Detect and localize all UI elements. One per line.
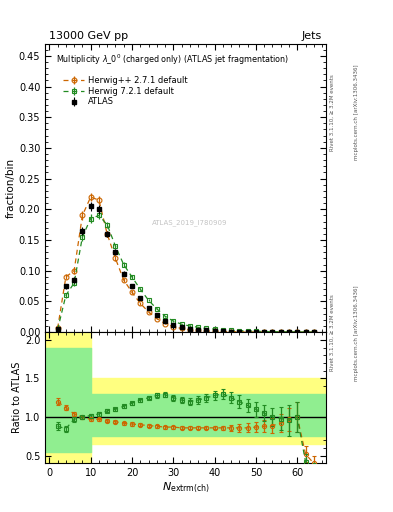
Text: 13000 GeV pp: 13000 GeV pp — [49, 31, 128, 41]
Text: ATLAS_2019_I780909: ATLAS_2019_I780909 — [152, 219, 228, 226]
Y-axis label: fraction/bin: fraction/bin — [6, 158, 16, 218]
Legend: Herwig++ 2.7.1 default, Herwig 7.2.1 default, ATLAS: Herwig++ 2.7.1 default, Herwig 7.2.1 def… — [61, 74, 190, 109]
Text: mcplots.cern.ch [arXiv:1306.3436]: mcplots.cern.ch [arXiv:1306.3436] — [354, 285, 359, 380]
Text: Rivet 3.1.10, ≥ 3.2M events: Rivet 3.1.10, ≥ 3.2M events — [330, 294, 335, 371]
Text: Rivet 3.1.10, ≥ 3.2M events: Rivet 3.1.10, ≥ 3.2M events — [330, 74, 335, 151]
X-axis label: $N_{\mathrm{extrm(ch)}}$: $N_{\mathrm{extrm(ch)}}$ — [162, 481, 210, 496]
Text: mcplots.cern.ch [arXiv:1306.3436]: mcplots.cern.ch [arXiv:1306.3436] — [354, 65, 359, 160]
Text: Multiplicity $\lambda\_0^0$ (charged only) (ATLAS jet fragmentation): Multiplicity $\lambda\_0^0$ (charged onl… — [57, 52, 289, 67]
Text: Jets: Jets — [302, 31, 322, 41]
Y-axis label: Ratio to ATLAS: Ratio to ATLAS — [12, 362, 22, 434]
